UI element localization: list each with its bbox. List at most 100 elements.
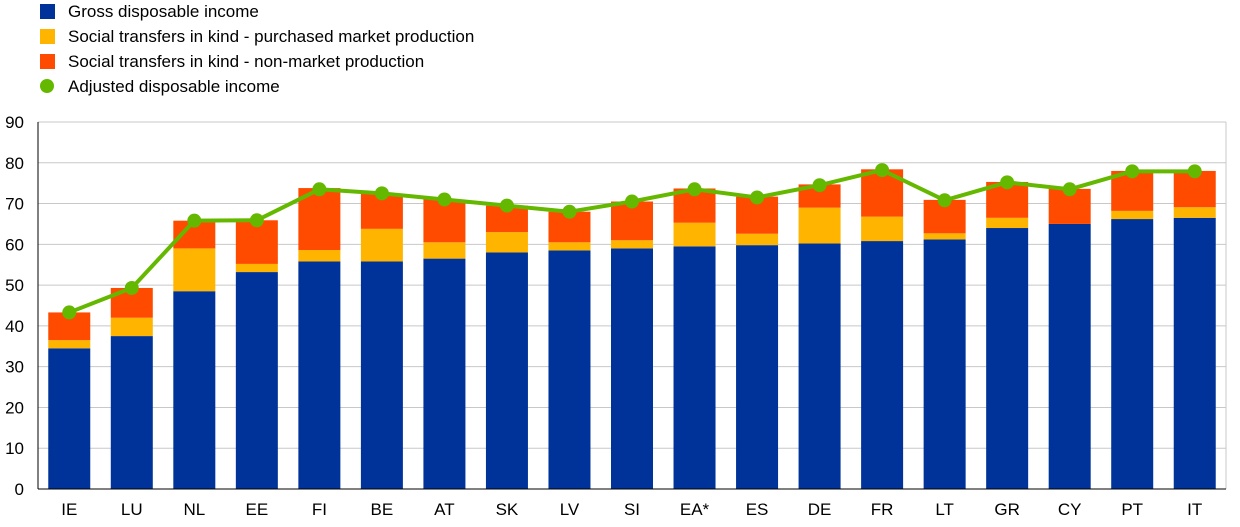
x-tick-label: GR xyxy=(994,500,1020,519)
bar-segment-gross-disposable-income xyxy=(1048,223,1091,489)
bar-segment-gross-disposable-income xyxy=(485,252,528,489)
bar-segment-gross-disposable-income xyxy=(986,228,1029,489)
y-tick-label: 0 xyxy=(15,480,24,499)
bar-stack-ie xyxy=(48,312,91,489)
x-tick-label: NL xyxy=(183,500,205,519)
bar-stack-at xyxy=(423,199,466,489)
x-tick-label: FI xyxy=(312,500,327,519)
bar-segment-social-transfers-in-kind-non-market-production xyxy=(423,199,466,243)
bar-segment-social-transfers-in-kind-purchased-market-production xyxy=(673,222,716,247)
bar-segment-gross-disposable-income xyxy=(923,239,966,489)
y-tick-label: 70 xyxy=(5,195,24,214)
line-point xyxy=(124,280,139,295)
bar-segment-social-transfers-in-kind-purchased-market-production xyxy=(173,248,216,292)
y-tick-label: 50 xyxy=(5,276,24,295)
legend-marker-adjusted-disposable-income xyxy=(40,79,54,93)
x-tick-label: EE xyxy=(245,500,268,519)
bar-stack-it xyxy=(1173,170,1216,490)
bar-segment-gross-disposable-income xyxy=(611,248,653,489)
line-point xyxy=(1187,164,1202,179)
bar-stack-nl xyxy=(173,220,216,489)
legend: Gross disposable income Social transfers … xyxy=(40,2,474,96)
bar-segment-gross-disposable-income xyxy=(423,258,466,489)
axes: 0 10 20 30 40 50 60 70 80 90 IE LU NL EE FI BE AT SK LV SI E… xyxy=(5,113,1226,519)
legend-swatch-social-transfers-in-kind-purchased-market-production xyxy=(40,29,55,44)
y-tick-label: 60 xyxy=(5,235,24,254)
legend-swatch-social-transfers-in-kind-non-market-production xyxy=(40,54,55,69)
bar-stack-gr xyxy=(986,181,1029,489)
bar-segment-social-transfers-in-kind-purchased-market-production xyxy=(923,233,966,240)
bar-segment-gross-disposable-income xyxy=(173,291,216,489)
bar-segment-gross-disposable-income xyxy=(235,272,278,489)
line-point xyxy=(750,190,765,205)
bars xyxy=(48,169,1216,490)
bar-stack-si xyxy=(611,201,653,489)
y-tick-label: 90 xyxy=(5,113,24,132)
bar-stack-sk xyxy=(485,205,528,489)
bar-stack-de xyxy=(798,184,841,489)
bar-segment-social-transfers-in-kind-purchased-market-production xyxy=(798,207,841,244)
x-tick-label: IE xyxy=(61,500,77,519)
bar-stack-ee xyxy=(235,220,278,489)
bar-segment-gross-disposable-income xyxy=(1173,217,1216,490)
bar-segment-social-transfers-in-kind-purchased-market-production xyxy=(360,228,403,262)
bar-segment-social-transfers-in-kind-purchased-market-production xyxy=(611,240,653,249)
bar-stack-lv xyxy=(548,211,591,489)
line-point xyxy=(437,192,452,207)
x-tick-label: ES xyxy=(746,500,769,519)
y-tick-label: 10 xyxy=(5,439,24,458)
bar-segment-social-transfers-in-kind-purchased-market-production xyxy=(423,242,466,259)
x-tick-label: BE xyxy=(371,500,394,519)
x-tick-label: DE xyxy=(808,500,832,519)
line-point xyxy=(687,182,702,197)
x-tick-label: LU xyxy=(121,500,143,519)
bar-segment-gross-disposable-income xyxy=(48,348,91,489)
legend-item-social-transfers-in-kind-purchased-market-production: Social transfers in kind - purchased mar… xyxy=(40,27,474,46)
bar-segment-social-transfers-in-kind-purchased-market-production xyxy=(110,317,153,337)
bar-segment-gross-disposable-income xyxy=(798,243,841,489)
x-tick-label: FR xyxy=(871,500,894,519)
y-tick-label: 40 xyxy=(5,317,24,336)
bar-stack-pt xyxy=(1111,170,1154,489)
bar-segment-social-transfers-in-kind-non-market-production xyxy=(235,220,278,264)
legend-label: Social transfers in kind - non-market pr… xyxy=(68,52,424,71)
bar-segment-social-transfers-in-kind-purchased-market-production xyxy=(736,233,779,246)
legend-label: Adjusted disposable income xyxy=(68,77,280,96)
bar-segment-gross-disposable-income xyxy=(548,250,591,489)
x-tick-label: LT xyxy=(935,500,954,519)
x-tick-label: EA* xyxy=(680,500,710,519)
line-point xyxy=(875,163,890,178)
bar-stack-lu xyxy=(110,287,153,489)
bar-segment-social-transfers-in-kind-purchased-market-production xyxy=(298,250,341,262)
x-tick-label: SK xyxy=(496,500,519,519)
line-point xyxy=(812,178,827,193)
legend-item-social-transfers-in-kind-non-market-production: Social transfers in kind - non-market pr… xyxy=(40,52,424,71)
adjusted-income-line xyxy=(62,163,1202,320)
line-point xyxy=(62,305,77,320)
bar-segment-social-transfers-in-kind-purchased-market-production xyxy=(1173,207,1216,218)
y-tick-label: 20 xyxy=(5,398,24,417)
bar-segment-gross-disposable-income xyxy=(298,261,341,489)
bar-segment-social-transfers-in-kind-purchased-market-production xyxy=(1111,210,1154,220)
line-point xyxy=(937,193,952,208)
bar-segment-social-transfers-in-kind-non-market-production xyxy=(798,184,841,208)
x-tick-label: LV xyxy=(560,500,580,519)
y-tick-label: 30 xyxy=(5,358,24,377)
bar-stack-es xyxy=(736,196,779,489)
bar-segment-social-transfers-in-kind-purchased-market-production xyxy=(548,242,591,251)
x-tick-label: SI xyxy=(624,500,640,519)
bar-segment-gross-disposable-income xyxy=(673,246,716,489)
legend-label: Gross disposable income xyxy=(68,2,259,21)
line-point xyxy=(374,186,389,201)
line-point xyxy=(1125,164,1140,179)
legend-item-adjusted-disposable-income: Adjusted disposable income xyxy=(40,77,280,96)
bar-stack-fi xyxy=(298,188,341,489)
y-tick-label: 80 xyxy=(5,154,24,173)
bar-segment-gross-disposable-income xyxy=(360,261,403,489)
x-tick-label: CY xyxy=(1058,500,1082,519)
bar-segment-gross-disposable-income xyxy=(110,336,153,489)
bar-stack-lt xyxy=(923,199,966,489)
line-point xyxy=(499,198,514,213)
bar-segment-social-transfers-in-kind-purchased-market-production xyxy=(48,340,91,349)
